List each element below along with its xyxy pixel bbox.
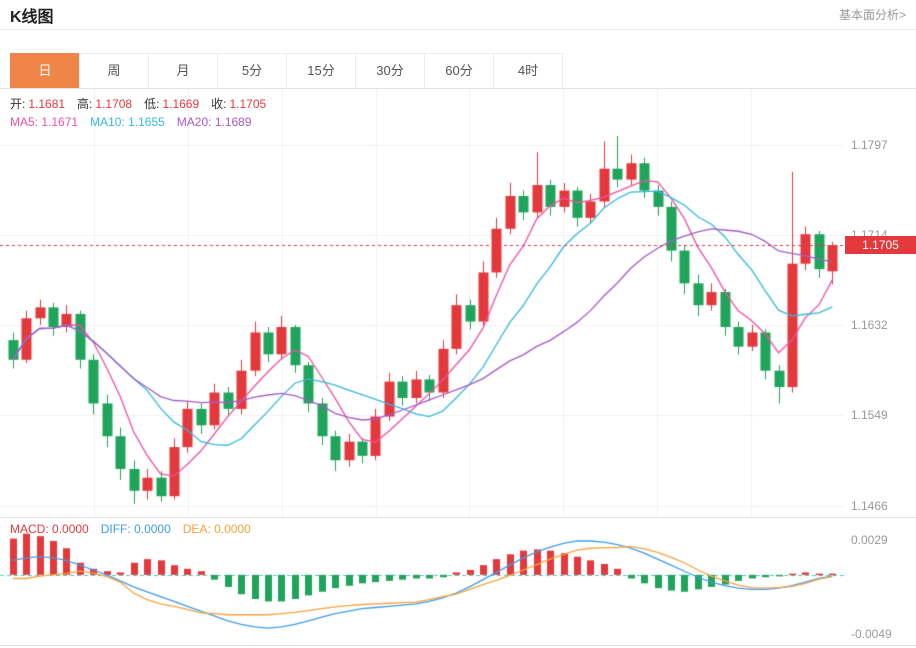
tab-month[interactable]: 月 — [148, 53, 218, 88]
diff-legend: DIFF: 0.0000 — [100, 522, 171, 536]
fundamental-analysis-link[interactable]: 基本面分析> — [838, 8, 906, 22]
price-axis-label: 1.1797 — [851, 137, 888, 152]
ohlc-high: 高: 1.1708 — [77, 97, 133, 111]
page-title: K线图 — [10, 8, 54, 26]
tab-30min[interactable]: 30分 — [355, 53, 425, 88]
ohlc-low: 低: 1.1669 — [144, 97, 200, 111]
tab-day[interactable]: 日 — [10, 53, 80, 88]
main-chart-area: 开: 1.1681 高: 1.1708 低: 1.1669 收: 1.1705 MA5: 1.… — [0, 89, 916, 517]
macd-axis-label: -0.0049 — [851, 627, 892, 642]
macd-legend: MACD: 0.0000 — [10, 522, 89, 536]
tab-5min[interactable]: 5分 — [217, 53, 287, 88]
period-tabbar: 日 周 月 5分 15分 30分 60分 4时 — [0, 53, 916, 89]
price-axis-label: 1.1466 — [851, 499, 888, 514]
tab-4hour[interactable]: 4时 — [493, 53, 563, 88]
price-axis-label: 1.1549 — [851, 408, 888, 423]
chart-info-overlay: 开: 1.1681 高: 1.1708 低: 1.1669 收: 1.1705 MA5: 1.… — [10, 95, 278, 131]
macd-info: MACD: 0.0000 DIFF: 0.0000 DEA: 0.0000 — [10, 522, 251, 536]
ohlc-close: 收: 1.1705 — [211, 97, 267, 111]
header: K线图 基本面分析> — [0, 0, 916, 30]
ma-info: MA5: 1.1671 MA10: 1.1655 MA20: 1.1689 — [10, 113, 278, 131]
macd-canvas[interactable] — [0, 518, 845, 645]
ma20-legend: MA20: 1.1689 — [176, 115, 252, 129]
current-price-tag: 1.1705 — [845, 236, 916, 255]
tab-week[interactable]: 周 — [79, 53, 149, 88]
ohlc-open: 开: 1.1681 — [10, 97, 66, 111]
ohlc-info: 开: 1.1681 高: 1.1708 低: 1.1669 收: 1.1705 — [10, 95, 278, 113]
ma10-legend: MA10: 1.1655 — [90, 115, 165, 129]
tab-60min[interactable]: 60分 — [424, 53, 494, 88]
candlestick-canvas[interactable] — [0, 89, 845, 517]
ma5-legend: MA5: 1.1671 — [10, 115, 79, 129]
tab-15min[interactable]: 15分 — [286, 53, 356, 88]
macd-panel: MACD: 0.0000 DIFF: 0.0000 DEA: 0.0000 0.00… — [0, 517, 916, 646]
macd-axis-label: 0.0029 — [851, 532, 888, 547]
dea-legend: DEA: 0.0000 — [182, 522, 251, 536]
price-axis-label: 1.1632 — [851, 317, 888, 332]
